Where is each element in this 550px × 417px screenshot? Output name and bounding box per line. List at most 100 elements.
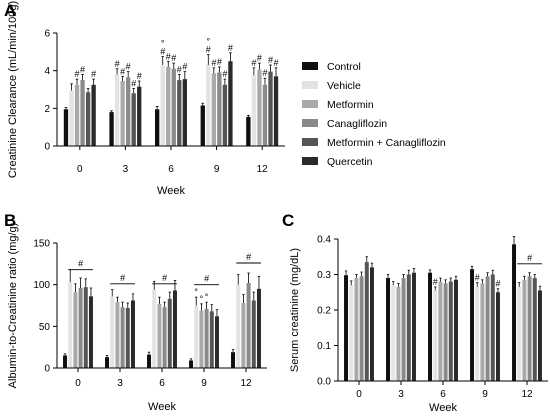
bar xyxy=(83,287,88,368)
bar xyxy=(115,302,120,368)
bar xyxy=(73,292,78,368)
bar xyxy=(105,357,110,368)
bar xyxy=(189,360,194,368)
bar xyxy=(120,81,125,146)
x-axis-title: Week xyxy=(429,402,457,414)
significance-hash: # xyxy=(137,71,142,81)
bar xyxy=(167,298,172,368)
bar xyxy=(354,278,359,381)
bar xyxy=(78,288,83,368)
legend-label: Quercetin xyxy=(327,156,373,168)
y-tick-label: 0.3 xyxy=(317,270,331,281)
bar xyxy=(517,286,522,381)
y-tick-label: 0.0 xyxy=(317,377,331,388)
bracket-hash: # xyxy=(204,274,209,284)
bracket-hash: # xyxy=(246,252,251,262)
x-tick-label: 0 xyxy=(77,164,83,175)
bar xyxy=(109,112,114,146)
x-tick-label: 3 xyxy=(123,164,129,175)
bar xyxy=(257,69,262,146)
x-tick-label: 9 xyxy=(482,389,488,400)
bar xyxy=(74,84,80,146)
bar xyxy=(209,311,214,368)
y-tick-label: 2 xyxy=(44,104,50,115)
significance-hash: # xyxy=(126,62,131,72)
significance-hash: # xyxy=(115,59,120,69)
bar xyxy=(147,354,152,368)
bar xyxy=(172,290,177,368)
y-tick-label: 0.4 xyxy=(317,235,331,246)
x-tick-label: 12 xyxy=(257,164,269,175)
bar xyxy=(131,93,136,146)
panel-C: C # # # #0.0 0.1 0.2 0.3 0.4 0 3 6 9 12 Serum creatini… xyxy=(282,211,548,414)
bar xyxy=(527,276,532,381)
significance-hash: # xyxy=(475,273,480,283)
x-tick-label: 6 xyxy=(168,164,174,175)
legend-swatch xyxy=(302,138,318,146)
bar xyxy=(268,71,273,146)
significance-circle: ° xyxy=(200,294,204,304)
bar xyxy=(110,296,115,368)
bar xyxy=(396,286,401,381)
significance-hash: # xyxy=(268,55,273,65)
bar xyxy=(217,72,222,146)
legend-swatch xyxy=(302,157,318,165)
bar xyxy=(171,68,176,146)
legend-swatch xyxy=(302,100,318,108)
bar xyxy=(214,316,219,368)
significance-hash: # xyxy=(75,69,80,79)
bar xyxy=(182,79,187,146)
bar xyxy=(200,105,205,146)
panel-letter: C xyxy=(282,211,294,230)
bar xyxy=(443,283,448,382)
significance-hash: # xyxy=(262,68,267,78)
bracket-hash: # xyxy=(78,259,83,269)
y-tick-label: 0.2 xyxy=(317,306,331,317)
significance-hash: # xyxy=(91,69,96,79)
legend-label: Metformin + Canagliflozin xyxy=(327,137,446,149)
bar xyxy=(194,305,199,368)
bar xyxy=(204,308,209,368)
bar xyxy=(448,281,453,381)
y-tick-label: 0 xyxy=(44,364,50,375)
significance-hash: # xyxy=(217,57,222,67)
significance-hash: # xyxy=(80,64,85,74)
x-tick-label: 9 xyxy=(201,378,207,389)
bar xyxy=(206,65,211,146)
panel-letter: B xyxy=(4,211,16,230)
bar xyxy=(157,303,162,368)
bar xyxy=(386,278,391,381)
y-tick-label: 0.1 xyxy=(317,341,331,352)
bar xyxy=(522,279,527,381)
bar xyxy=(256,288,261,368)
bar xyxy=(114,74,120,146)
significance-hash: # xyxy=(251,58,256,68)
significance-hash: # xyxy=(274,58,279,68)
x-tick-label: 0 xyxy=(356,389,362,400)
bar xyxy=(236,284,241,368)
significance-hash: # xyxy=(131,79,136,89)
bar xyxy=(480,283,485,382)
bar xyxy=(344,275,349,381)
bar xyxy=(359,276,364,381)
significance-hash: # xyxy=(495,279,500,289)
x-tick-label: 3 xyxy=(398,389,404,400)
bar xyxy=(155,109,160,146)
bar xyxy=(532,278,537,381)
bracket-hash: # xyxy=(120,273,125,283)
bar xyxy=(80,80,85,146)
bar xyxy=(401,278,406,381)
significance-hash: # xyxy=(222,69,227,79)
bar xyxy=(391,285,396,381)
bar xyxy=(364,262,369,381)
significance-hash: # xyxy=(206,45,211,55)
bar xyxy=(512,244,517,381)
y-axis-title: Albumin-to-Creatinine ratio (mg/g) xyxy=(7,223,19,389)
legend-swatch xyxy=(302,81,318,89)
y-tick-label: 150 xyxy=(33,239,50,250)
x-axis-title: Week xyxy=(157,185,185,197)
significance-hash: # xyxy=(171,53,176,63)
legend-label: Control xyxy=(327,61,361,73)
legend-swatch xyxy=(302,119,318,127)
